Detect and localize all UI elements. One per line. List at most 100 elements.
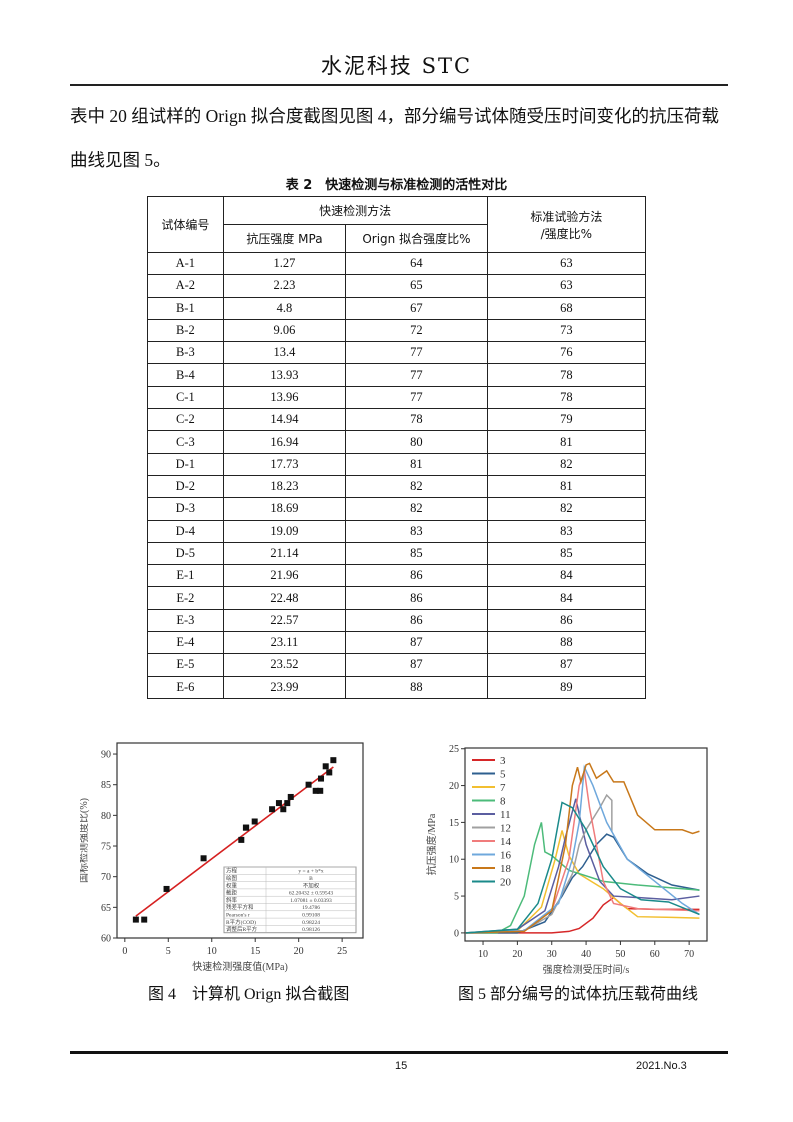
y-axis-label: 国标检测强度比(%)	[80, 798, 90, 883]
figure-5-caption: 图 5 部分编号的试体抗压载荷曲线	[458, 986, 699, 1003]
cell-standard: 79	[486, 408, 647, 432]
cell-standard: 82	[486, 497, 647, 521]
x-tick-label: 20	[294, 946, 304, 957]
header-divider	[70, 84, 728, 86]
series-line-3	[465, 896, 700, 934]
cell-fit: 67	[345, 296, 488, 320]
plot-frame	[116, 742, 364, 939]
x-axis-label: 强度检测受压时间/s	[543, 963, 630, 976]
cell-id: A-1	[147, 251, 224, 276]
cell-standard: 78	[486, 363, 647, 387]
cell-fit: 64	[345, 251, 488, 276]
cell-standard: 84	[486, 586, 647, 610]
cell-strength: 1.27	[222, 251, 347, 276]
legend-label-18: 18	[500, 863, 512, 875]
cell-fit: 87	[345, 631, 488, 655]
cell-standard: 81	[486, 430, 647, 454]
cell-fit: 86	[345, 586, 488, 610]
data-point	[163, 885, 170, 892]
data-point	[322, 763, 329, 770]
table-row: E-2 22.48 86 84	[147, 586, 647, 610]
stats-value: B	[309, 876, 313, 882]
header-standard-line2: /强度比%	[540, 226, 593, 241]
cell-standard: 83	[486, 519, 647, 543]
legend-label-3: 3	[500, 755, 506, 767]
table-caption: 表 2 快速检测与标准检测的活性对比	[285, 178, 508, 193]
series-line-20	[465, 801, 700, 934]
cell-strength: 18.69	[222, 497, 347, 521]
series-line-18	[465, 762, 700, 934]
table-row: D-3 18.69 82 82	[147, 497, 647, 521]
stats-value: y = a + b*x	[298, 869, 323, 875]
cell-fit: 82	[345, 497, 488, 521]
cell-id: A-2	[147, 274, 224, 298]
data-point	[132, 916, 139, 923]
cell-fit: 77	[345, 363, 488, 387]
x-tick-label: 30	[547, 949, 557, 960]
data-point	[330, 757, 337, 764]
cell-standard: 81	[486, 474, 647, 499]
issue-label: 2021.No.3	[636, 1060, 687, 1072]
x-tick-label: 70	[684, 949, 694, 960]
header-fit: Orign 拟合强度比%	[345, 224, 488, 253]
journal-header: 水泥科技 STC	[320, 54, 473, 78]
comparison-table: 试体编号 快速检测方法 标准试验方法/强度比% 抗压强度 MPa Orign 拟…	[147, 196, 647, 699]
cell-id: D-3	[147, 497, 224, 521]
legend-label-20: 20	[500, 877, 512, 889]
stats-value: 不加权	[303, 881, 320, 889]
cell-standard: 68	[486, 296, 647, 320]
data-point	[305, 781, 312, 788]
cell-standard: 86	[486, 608, 647, 633]
y-tick-label: 20	[449, 781, 459, 792]
cell-standard: 89	[486, 675, 647, 699]
cell-strength: 2.23	[222, 274, 347, 298]
stats-value: 1.07081 ± 0.03393	[290, 898, 332, 904]
cell-id: E-5	[147, 653, 224, 677]
cell-strength: 14.94	[222, 408, 347, 432]
table-row: D-4 19.09 83 83	[147, 519, 647, 543]
cell-fit: 86	[345, 564, 488, 588]
cell-strength: 13.96	[222, 385, 347, 410]
header-strength: 抗压强度 MPa	[222, 224, 347, 253]
data-point	[200, 855, 207, 862]
cell-strength: 13.4	[222, 341, 347, 365]
cell-fit: 82	[345, 474, 488, 499]
cell-standard: 63	[486, 274, 647, 298]
cell-standard: 76	[486, 341, 647, 365]
header-id: 试体编号	[147, 196, 224, 253]
cell-standard: 85	[486, 541, 647, 566]
stats-key: R平方(COD)	[226, 918, 256, 926]
cell-fit: 78	[345, 408, 488, 432]
cell-fit: 77	[345, 341, 488, 365]
series-line-12	[465, 793, 613, 934]
table-row: C-3 16.94 80 81	[147, 430, 647, 454]
cell-id: D-5	[147, 541, 224, 566]
cell-strength: 13.93	[222, 363, 347, 387]
cell-id: D-2	[147, 474, 224, 499]
table-row: E-5 23.52 87 87	[147, 653, 647, 677]
table-row: B-3 13.4 77 76	[147, 341, 647, 365]
table-row: E-1 21.96 86 84	[147, 564, 647, 588]
cell-fit: 72	[345, 318, 488, 343]
legend-label-7: 7	[500, 782, 506, 794]
x-tick-label: 40	[581, 949, 591, 960]
y-tick-label: 85	[101, 780, 111, 791]
stats-key: 调整后R平方	[226, 925, 258, 933]
table-row: A-2 2.23 65 63	[147, 274, 647, 298]
table-row: B-1 4.8 67 68	[147, 296, 647, 320]
data-point	[317, 787, 324, 794]
table-row: E-3 22.57 86 86	[147, 608, 647, 633]
stats-key: Pearson's r	[226, 913, 250, 919]
cell-strength: 21.14	[222, 541, 347, 566]
table-row: C-1 13.96 77 78	[147, 385, 647, 410]
cell-strength: 19.09	[222, 519, 347, 543]
stats-key: 绘图	[226, 874, 238, 882]
cell-strength: 21.96	[222, 564, 347, 588]
data-point	[238, 836, 245, 843]
table-row: B-2 9.06 72 73	[147, 318, 647, 343]
cell-fit: 77	[345, 385, 488, 410]
legend-label-8: 8	[500, 796, 506, 808]
cell-fit: 85	[345, 541, 488, 566]
y-tick-label: 5	[454, 892, 459, 903]
